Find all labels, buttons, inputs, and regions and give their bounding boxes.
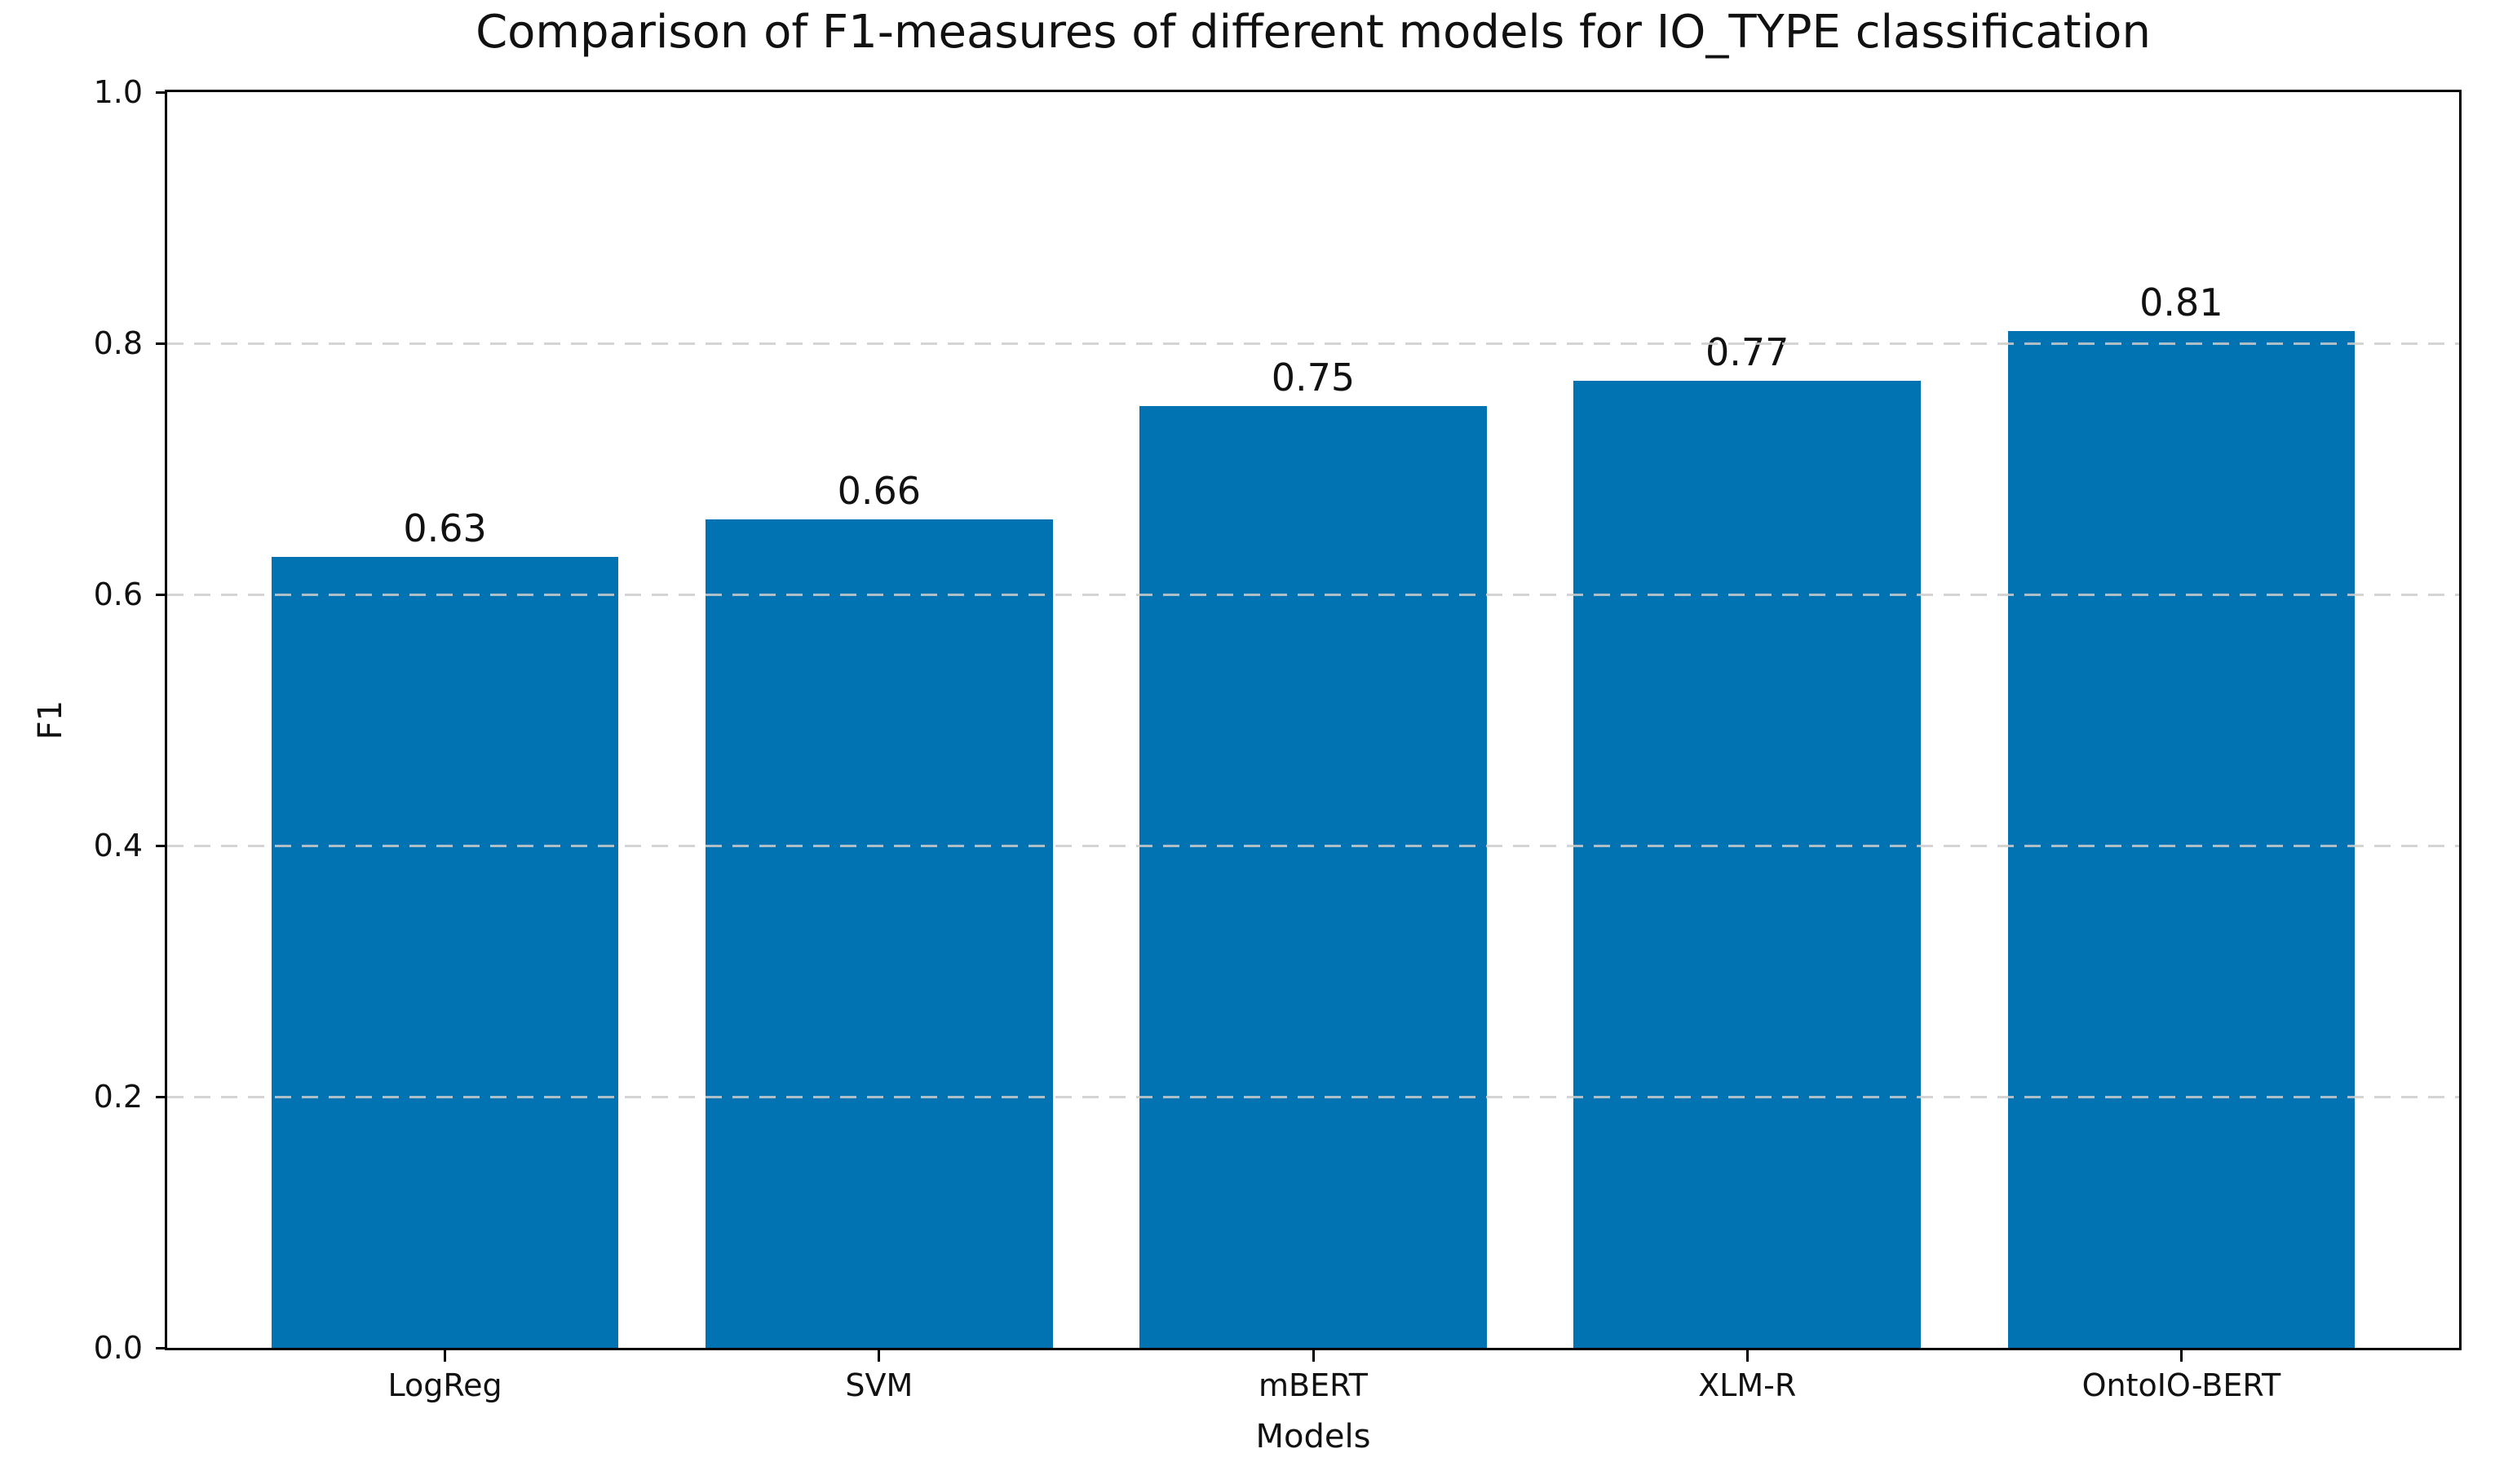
y-tick-label: 0.2 [93, 1079, 143, 1115]
bar-mBERT: 0.75 [1139, 359, 1487, 1348]
x-tick-label-OntoIO-BERT: OntoIO-BERT [2081, 1367, 2281, 1403]
bar-value-label: 0.66 [837, 468, 922, 513]
y-tick-label: 1.0 [93, 74, 143, 110]
x-tick-mark [444, 1350, 447, 1362]
gridline [167, 342, 2459, 345]
gridline [167, 593, 2459, 596]
x-tick-label-mBERT: mBERT [1259, 1367, 1368, 1403]
bar-value-label: 0.81 [2139, 280, 2223, 325]
bar-XLM-R: 0.77 [1573, 333, 1922, 1348]
x-tick-label-LogReg: LogReg [387, 1367, 502, 1403]
y-tick-mark [156, 844, 167, 847]
bar-value-label: 0.77 [1705, 330, 1789, 375]
y-tick-label: 0.4 [93, 828, 143, 863]
y-tick-mark [156, 1346, 167, 1349]
y-tick-mark [156, 1095, 167, 1098]
chart-title: Comparison of F1-measures of different m… [476, 6, 2151, 59]
x-axis-label: Models [1255, 1418, 1371, 1455]
x-tick-mark [1312, 1350, 1315, 1362]
y-tick-mark [156, 91, 167, 94]
x-tick-mark [2179, 1350, 2183, 1362]
x-tick-label-SVM: SVM [845, 1367, 914, 1403]
y-tick-label: 0.8 [93, 325, 143, 361]
x-tick-mark [878, 1350, 881, 1362]
bar-SVM: 0.66 [705, 472, 1053, 1348]
bar-LogReg: 0.63 [271, 510, 619, 1348]
bar-OntoIO-BERT: 0.81 [2007, 284, 2356, 1348]
gridline [167, 844, 2459, 847]
y-tick-mark [156, 593, 167, 596]
y-tick-mark [156, 342, 167, 345]
bar-value-label: 0.63 [403, 506, 487, 550]
plot-area: 0.63 0.66 0.75 0.77 0.81 [165, 90, 2462, 1350]
x-tick-mark [1745, 1350, 1749, 1362]
x-tick-label-XLM-R: XLM-R [1698, 1367, 1797, 1403]
y-tick-label: 0.0 [93, 1330, 143, 1366]
gridline [167, 1095, 2459, 1098]
y-tick-label: 0.6 [93, 576, 143, 612]
y-axis-label: F1 [32, 700, 69, 740]
bar-value-label: 0.75 [1271, 356, 1356, 400]
